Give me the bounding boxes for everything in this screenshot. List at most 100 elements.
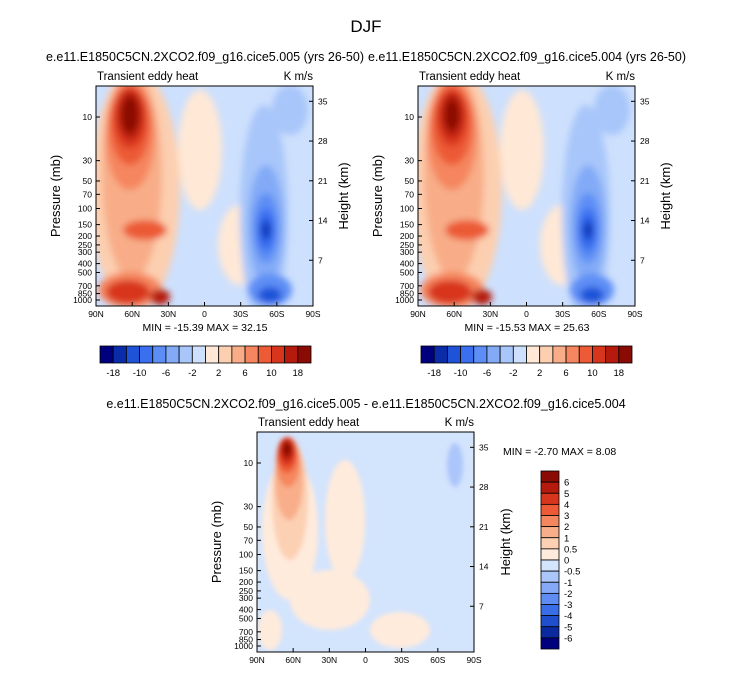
- p1-colorbar-box-7: [191, 345, 206, 364]
- p1-ytick-label-4: 100: [78, 204, 92, 214]
- p2-ytick-label-10: 500: [400, 267, 414, 277]
- p3-colorbar-box-11: [540, 592, 560, 605]
- p1-xtick-label-1: 60N: [124, 309, 140, 319]
- p1-ytick-label-3: 70: [83, 189, 93, 199]
- panel-2-min-max: MIN = -15.53 MAX = 25.63: [465, 322, 590, 334]
- p3-colorbar-box-1: [540, 481, 560, 494]
- p1-xtick-label-2: 30N: [161, 309, 177, 319]
- main-title: DJF: [350, 17, 381, 36]
- p1-colorbar-box-1: [112, 345, 127, 364]
- panel-2-ylabel: Pressure (mb): [370, 155, 385, 237]
- p3-colorbar-label-5: 1: [564, 533, 569, 544]
- panel-2-colorbar: -18 -10 -6 -2 2 6 10 18: [420, 345, 633, 379]
- p3-ytick-label-7: 250: [239, 586, 253, 596]
- p2-xtick-label-6: 90S: [627, 309, 642, 319]
- p1-colorbar-box-9: [218, 345, 233, 364]
- panel-3-min-max: MIN = -2.70 MAX = 8.08: [503, 446, 616, 458]
- p2-colorbar-label-6: 10: [587, 368, 598, 379]
- p1-ytick-label-8: 300: [78, 247, 92, 257]
- p3-colorbar-box-12: [540, 604, 560, 617]
- p2-ytick-label-7: 250: [400, 240, 414, 250]
- p2-colorbar-label-1: -10: [454, 368, 468, 379]
- p3-colorbar-label-14: -6: [564, 633, 572, 644]
- p3-xtick-label-6: 90S: [466, 655, 481, 665]
- p1-ytick-label-2: 50: [83, 176, 93, 186]
- p2-colorbar-box-15: [618, 345, 633, 364]
- panel-1-title: e.e11.E1850C5CN.2XCO2.f09_g16.cice5.005 …: [46, 50, 364, 64]
- p1-ytick-label-9: 400: [78, 259, 92, 269]
- p3-xtick-label-5: 60S: [430, 655, 445, 665]
- panel-2-title: e.e11.E1850C5CN.2XCO2.f09_g16.cice5.004 …: [368, 50, 686, 64]
- p3-colorbar-box-5: [540, 526, 560, 539]
- p1-colorbar-label-7: 18: [293, 368, 304, 379]
- p3-colorbar-box-6: [540, 537, 560, 550]
- panel-3-right-label: K m/s: [445, 417, 475, 429]
- panel-2-left-label: Transient eddy heat: [419, 71, 521, 83]
- panel-2-plot-area: [418, 86, 635, 306]
- p1-colorbar-box-11: [244, 345, 259, 364]
- p2-xtick-label-0: 90N: [410, 309, 426, 319]
- p1-colorbar-box-13: [271, 345, 286, 364]
- p3-colorbar-box-0: [540, 470, 560, 483]
- p1-xtick-label-5: 60S: [269, 309, 284, 319]
- p1-rtick-label-0: 35: [318, 96, 328, 106]
- p2-ytick-label-11: 700: [400, 281, 414, 291]
- panel-1-plot-area: [96, 86, 313, 306]
- p2-ytick-label-4: 100: [400, 204, 414, 214]
- p2-xtick-label-4: 30S: [555, 309, 570, 319]
- p1-ytick-label-1: 30: [83, 156, 93, 166]
- p1-colorbar-box-4: [152, 345, 167, 364]
- panel-2-right-label: K m/s: [606, 71, 636, 83]
- p1-colorbar-label-5: 6: [242, 368, 247, 379]
- p3-colorbar-box-8: [540, 559, 560, 572]
- panel-3-title: e.e11.E1850C5CN.2XCO2.f09_g16.cice5.005 …: [106, 397, 625, 411]
- p1-colorbar-label-4: 2: [216, 368, 221, 379]
- panel-1-ylabel: Pressure (mb): [48, 155, 63, 237]
- p1-colorbar-box-5: [165, 345, 180, 364]
- p3-ytick-label-3: 70: [244, 535, 254, 545]
- p3-ytick-label-4: 100: [239, 550, 253, 560]
- p3-colorbar-label-11: -3: [564, 600, 572, 611]
- p1-xtick-label-4: 30S: [233, 309, 248, 319]
- p2-ytick-label-6: 200: [400, 231, 414, 241]
- p3-colorbar-box-2: [540, 492, 560, 505]
- p2-colorbar-box-1: [433, 345, 448, 364]
- p2-colorbar-box-10: [552, 345, 567, 364]
- p1-colorbar-label-0: -18: [106, 368, 120, 379]
- panel-1-right-label: K m/s: [284, 71, 314, 83]
- p3-ytick-label-11: 700: [239, 627, 253, 637]
- p1-colorbar-label-1: -10: [133, 368, 147, 379]
- p3-colorbar-box-15: [540, 637, 560, 650]
- p2-rtick-label-4: 7: [640, 255, 645, 265]
- p2-rtick-label-2: 21: [640, 176, 650, 186]
- p1-ytick-label-0: 10: [83, 112, 93, 122]
- p2-colorbar-box-5: [486, 345, 501, 364]
- p3-colorbar-box-9: [540, 570, 560, 583]
- p2-colorbar-box-14: [605, 345, 620, 364]
- p2-colorbar-box-9: [539, 345, 554, 364]
- p1-ytick-label-7: 250: [78, 240, 92, 250]
- p2-colorbar-label-3: -2: [509, 368, 517, 379]
- p3-colorbar-label-12: -4: [564, 611, 572, 622]
- p2-xtick-label-1: 60N: [446, 309, 462, 319]
- p3-rtick-label-2: 21: [479, 522, 489, 532]
- panel-3-plot-area: [257, 432, 474, 652]
- p3-colorbar-label-13: -5: [564, 622, 572, 633]
- p3-colorbar-label-0: 6: [564, 478, 569, 489]
- p3-ytick-label-10: 500: [239, 613, 253, 623]
- p3-colorbar-box-14: [540, 626, 560, 639]
- p1-ytick-label-12: 850: [78, 289, 92, 299]
- p2-colorbar-box-0: [420, 345, 435, 364]
- p1-rtick-label-4: 7: [318, 255, 323, 265]
- p2-colorbar-box-6: [499, 345, 514, 364]
- p2-ytick-label-1: 30: [405, 156, 415, 166]
- p2-xtick-label-2: 30N: [483, 309, 499, 319]
- p1-colorbar-label-3: -2: [188, 368, 196, 379]
- p3-rtick-label-0: 35: [479, 442, 489, 452]
- panel-3-ylabel-right: Height (km): [498, 508, 513, 575]
- p3-colorbar-box-13: [540, 615, 560, 628]
- p1-ytick-label-13: 1000: [73, 295, 92, 305]
- panel-3-ylabel: Pressure (mb): [209, 501, 224, 583]
